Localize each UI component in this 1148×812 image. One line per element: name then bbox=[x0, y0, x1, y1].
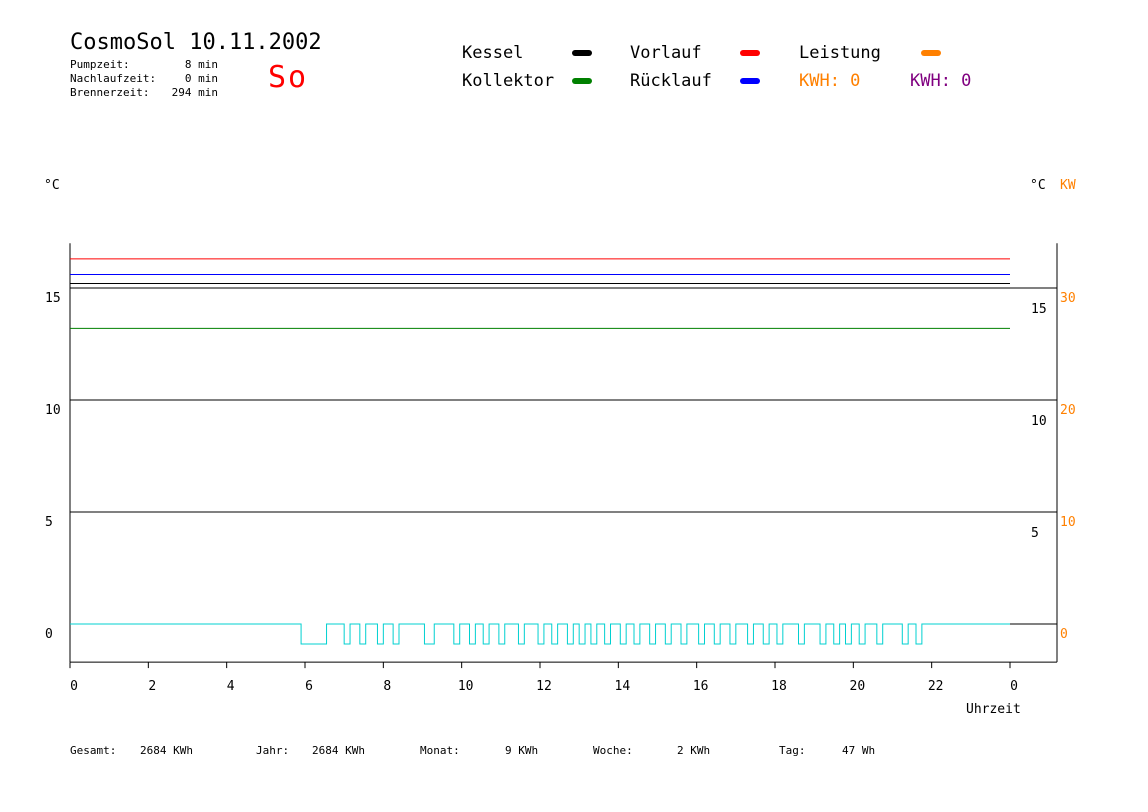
footer-jahr-label: Jahr: bbox=[256, 744, 290, 757]
y-tick-label-left: 5 bbox=[45, 515, 53, 530]
stat-nachlaufzeit: Nachlaufzeit: 0 min bbox=[70, 72, 218, 85]
stat-label: Brennerzeit: bbox=[70, 86, 150, 99]
x-tick-label: 22 bbox=[928, 679, 944, 694]
x-tick-label: 6 bbox=[305, 679, 313, 694]
legend-kessel-swatch bbox=[572, 50, 592, 56]
y-tick-label-kw: 30 bbox=[1060, 291, 1076, 306]
legend-kollektor-swatch bbox=[572, 78, 592, 84]
y-tick-label-left: 10 bbox=[45, 403, 61, 418]
footer-tag-value: 47 Wh bbox=[842, 744, 876, 757]
x-tick-label: 12 bbox=[536, 679, 552, 694]
right-axis-unit: °C bbox=[1030, 178, 1046, 193]
footer-gesamt-value: 2684 KWh bbox=[140, 744, 193, 757]
legend-kessel-label: Kessel bbox=[462, 43, 524, 63]
y-tick-label-right: 15 bbox=[1031, 302, 1047, 317]
stat-label: Nachlaufzeit: bbox=[70, 72, 157, 85]
weekday-label: So bbox=[268, 60, 309, 95]
x-tick-label: 0 bbox=[70, 679, 78, 694]
stat-brennerzeit: Brennerzeit: 294 min bbox=[70, 86, 218, 99]
footer-woche-label: Woche: bbox=[593, 744, 633, 757]
x-tick-label: 20 bbox=[850, 679, 866, 694]
right-axis-unit-kw: KW bbox=[1060, 178, 1076, 193]
footer-gesamt-label: Gesamt: bbox=[70, 744, 117, 757]
footer-jahr-value: 2684 KWh bbox=[312, 744, 365, 757]
footer-woche-value: 2 KWh bbox=[677, 744, 711, 757]
stat-value: 294 min bbox=[171, 86, 218, 99]
x-tick-label: 10 bbox=[458, 679, 474, 694]
y-tick-label-right: 5 bbox=[1031, 526, 1039, 541]
legend-kollektor-label: Kollektor bbox=[462, 71, 555, 91]
stat-value: 0 min bbox=[184, 72, 218, 85]
legend-ruecklauf-swatch bbox=[740, 78, 760, 84]
x-tick-label: 14 bbox=[615, 679, 631, 694]
legend-ruecklauf-label: Rücklauf bbox=[630, 71, 712, 91]
x-tick-label: 2 bbox=[148, 679, 156, 694]
stat-label: Pumpzeit: bbox=[70, 58, 130, 71]
y-tick-label-kw: 10 bbox=[1060, 515, 1076, 530]
kwh-purple: KWH: 0 bbox=[910, 71, 972, 91]
kwh-orange: KWH: 0 bbox=[799, 71, 861, 91]
y-tick-label-left: 15 bbox=[45, 291, 61, 306]
y-tick-label-left: 0 bbox=[45, 627, 53, 642]
x-tick-label: 18 bbox=[771, 679, 787, 694]
x-axis-label: Uhrzeit bbox=[966, 702, 1021, 717]
stat-pumpzeit: Pumpzeit: 8 min bbox=[70, 58, 218, 71]
page-title: CosmoSol 10.11.2002 bbox=[70, 30, 322, 55]
stat-value: 8 min bbox=[184, 58, 218, 71]
y-tick-label-right: 10 bbox=[1031, 414, 1047, 429]
footer-monat-label: Monat: bbox=[420, 744, 460, 757]
x-tick-label: 8 bbox=[383, 679, 391, 694]
pump-state-line bbox=[70, 623, 1010, 645]
y-tick-label-kw: 0 bbox=[1060, 627, 1068, 642]
legend-vorlauf-label: Vorlauf bbox=[630, 43, 702, 63]
footer-monat-value: 9 KWh bbox=[505, 744, 539, 757]
legend-leistung-swatch bbox=[921, 50, 941, 56]
left-axis-unit: °C bbox=[44, 178, 60, 193]
x-tick-label: 0 bbox=[1010, 679, 1018, 694]
x-tick-label: 16 bbox=[693, 679, 709, 694]
x-tick-label: 4 bbox=[227, 679, 235, 694]
footer-tag-label: Tag: bbox=[779, 744, 806, 757]
legend-vorlauf-swatch bbox=[740, 50, 760, 56]
y-tick-label-kw: 20 bbox=[1060, 403, 1076, 418]
legend-leistung-label: Leistung bbox=[799, 43, 881, 63]
